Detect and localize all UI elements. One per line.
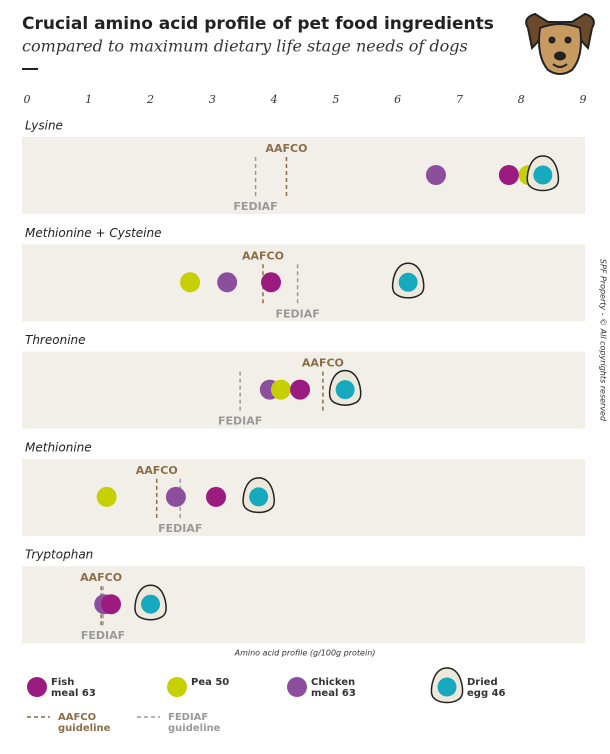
x-tick-label: 2: [146, 93, 154, 106]
panel-title: Methionine + Cysteine: [25, 226, 161, 240]
dot: [290, 379, 311, 400]
x-axis-label: Amino acid profile (g/100g protein): [234, 649, 376, 658]
x-tick-label: 8: [518, 93, 525, 106]
x-tick-label: 9: [580, 93, 587, 106]
x-tick-label: 4: [270, 93, 278, 106]
dot: [425, 165, 446, 185]
chart-subtitle: compared to maximum dietary life stage n…: [22, 37, 468, 56]
legend-label: Pea 50: [191, 677, 230, 688]
panel-title: Tryptophan: [25, 548, 93, 562]
x-tick-label: 7: [456, 93, 463, 106]
chart-title: Crucial amino acid profile of pet food i…: [22, 14, 494, 34]
x-tick-label: 0: [24, 93, 31, 106]
legend-yolk: [437, 677, 457, 697]
dot: [101, 594, 122, 615]
guideline-label: AAFCO: [136, 464, 178, 477]
dot: [498, 165, 519, 185]
guideline-label: FEDIAF: [81, 629, 125, 642]
dog-icon: [525, 12, 595, 75]
guideline-label: AAFCO: [265, 142, 307, 155]
egg-marker: [328, 369, 362, 406]
egg-marker: [134, 584, 167, 621]
egg-marker: [391, 262, 425, 299]
legend-label: Fish meal 63: [51, 677, 96, 699]
egg-yolk: [249, 487, 269, 507]
dot: [270, 379, 291, 400]
x-tick-label: 1: [85, 93, 92, 106]
egg-yolk: [533, 165, 553, 185]
x-tick-label: 3: [209, 93, 216, 106]
panel: [22, 244, 585, 322]
guideline-label: AAFCO: [242, 249, 284, 262]
panel: [22, 137, 585, 214]
copyright-note: SPF Property - © All copyrights reserved: [599, 259, 608, 422]
legend-label: AAFCO guideline: [58, 712, 111, 734]
dot: [217, 272, 238, 293]
guideline-label: AAFCO: [80, 571, 122, 584]
panel-title: Lysine: [25, 119, 63, 133]
guideline-label: FEDIAF: [275, 307, 319, 320]
egg-marker: [526, 155, 560, 192]
legend-label: Dried egg 46: [467, 677, 506, 699]
dot: [165, 486, 186, 507]
dot: [261, 272, 282, 293]
egg-yolk: [141, 594, 161, 614]
egg-marker: [242, 477, 275, 514]
egg-yolk: [398, 272, 418, 292]
dot: [180, 272, 201, 293]
legend-dot: [167, 677, 187, 697]
legend-egg: [430, 667, 464, 704]
panel-title: Threonine: [25, 333, 86, 347]
x-tick-label: 5: [332, 93, 339, 106]
panel-title: Methionine: [25, 440, 92, 454]
dot: [206, 486, 227, 507]
guideline-label: FEDIAF: [233, 200, 277, 213]
legend-label: FEDIAF guideline: [168, 712, 221, 734]
legend-label: Chicken meal 63: [311, 677, 356, 699]
legend-dot: [27, 677, 47, 697]
egg-yolk: [335, 380, 355, 400]
legend-dot: [287, 677, 307, 697]
guideline-label: AAFCO: [302, 357, 344, 370]
guideline-label: FEDIAF: [158, 522, 202, 535]
x-tick-label: 6: [394, 93, 401, 106]
guideline-label: FEDIAF: [218, 415, 262, 428]
dot: [96, 486, 117, 507]
